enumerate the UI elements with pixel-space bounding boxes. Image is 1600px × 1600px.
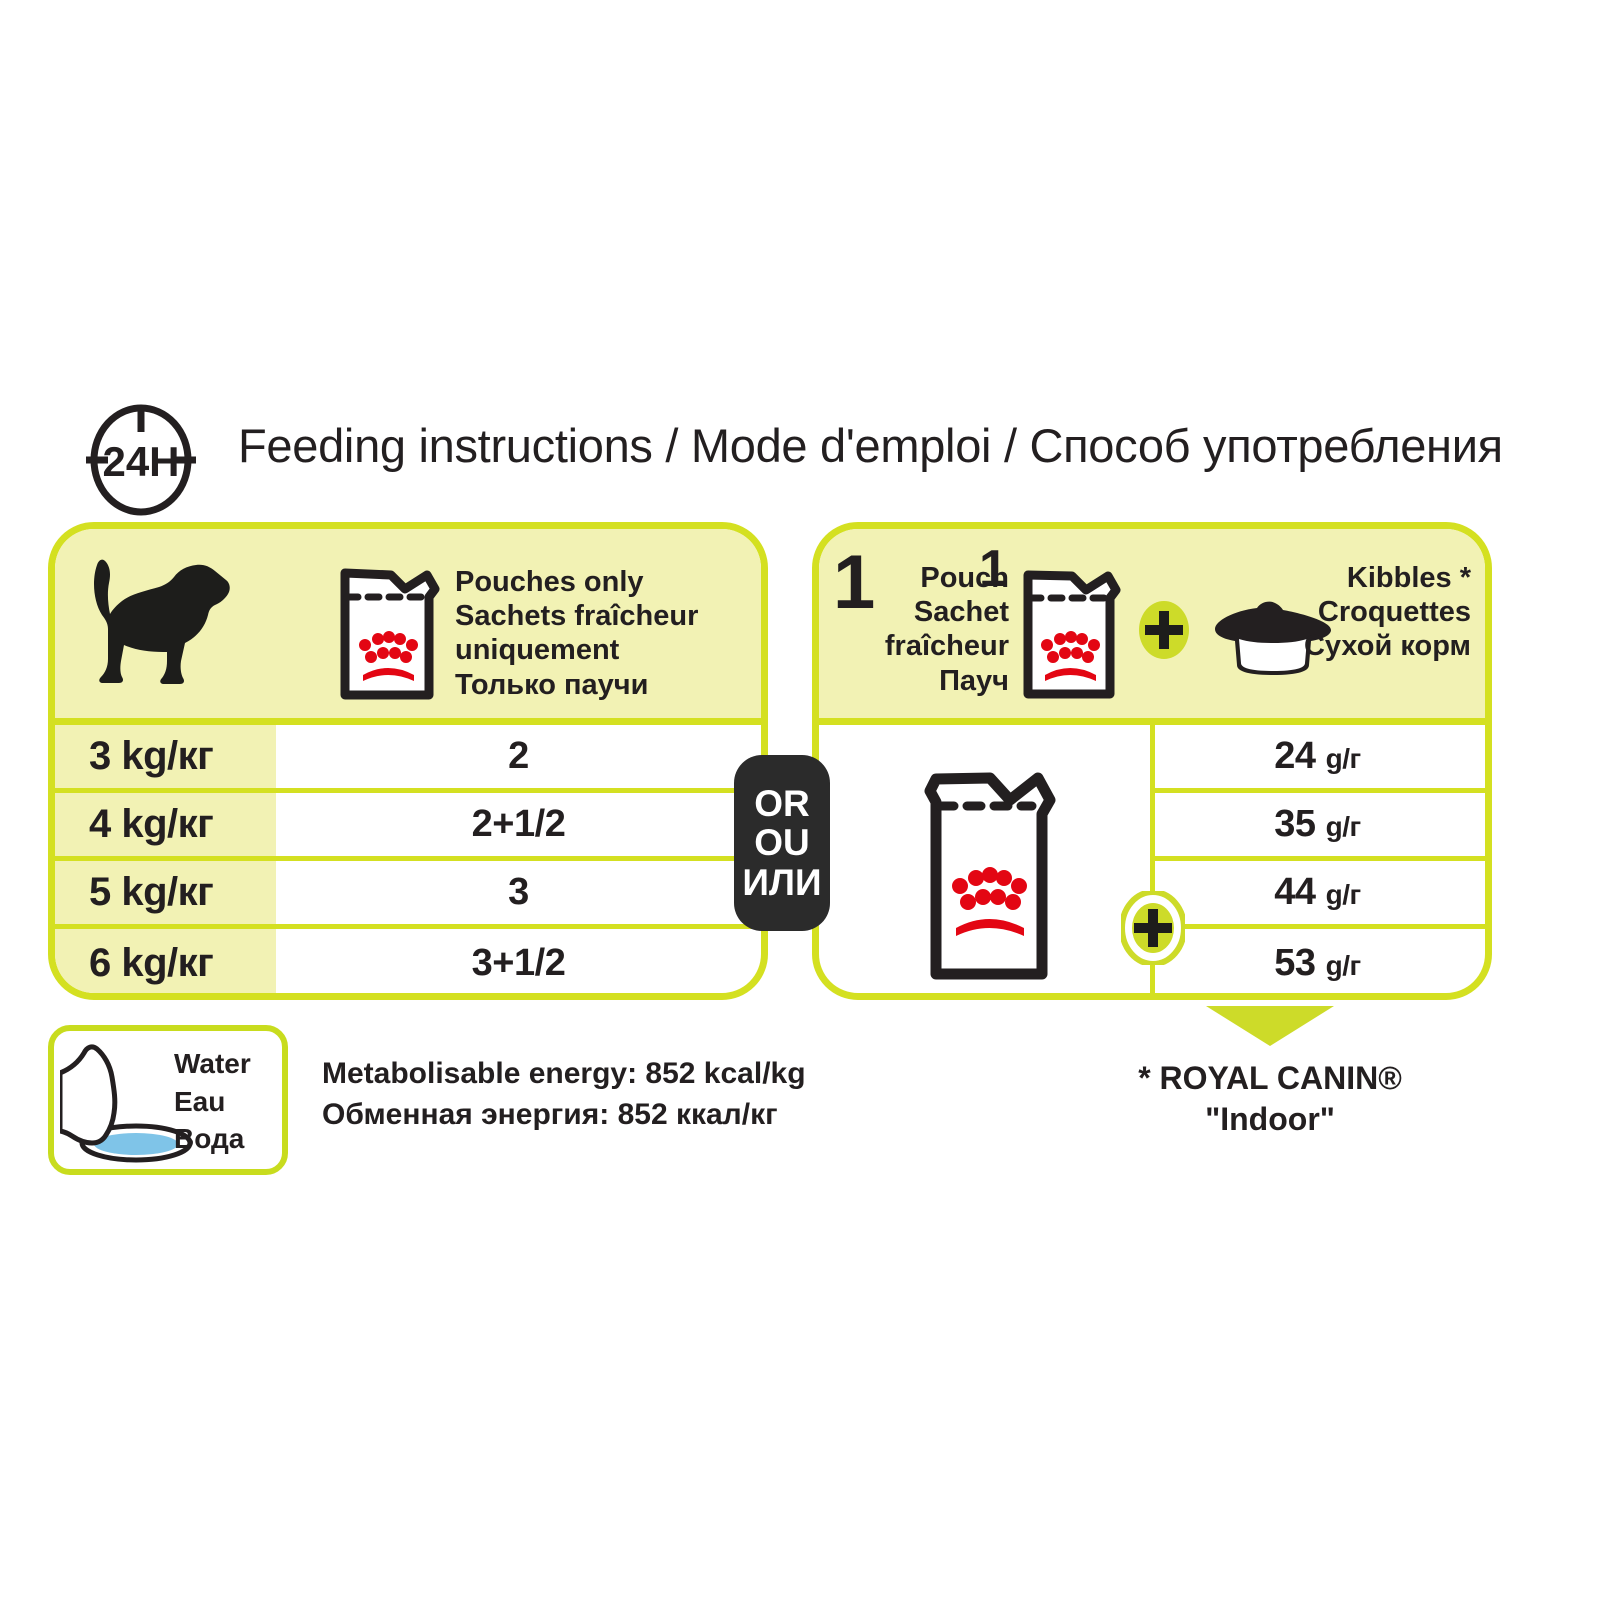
table-row: 44 g/г — [1150, 861, 1485, 929]
metabolisable-energy-text: Metabolisable energy: 852 kcal/kg Обменн… — [322, 1053, 806, 1136]
cat-drinking-water-icon — [57, 1039, 196, 1167]
kibble-bowl-icon — [1205, 599, 1341, 677]
weight-cell: 3 kg/кг — [55, 725, 276, 788]
pouch-count-number: 1 — [833, 540, 876, 625]
label-pouch-fr: Sachet fraîcheur — [884, 596, 1009, 663]
right-panel-header: 1 Pouch Sachet fraîcheur Пауч — [819, 529, 1485, 725]
pouch-amount-value: 2+1/2 — [471, 803, 566, 845]
pouch-amount-cell: 3+1/2 — [276, 929, 761, 993]
table-row: 24 g/г — [1150, 725, 1485, 793]
footnote-product: "Indoor" — [1205, 1100, 1335, 1137]
pouch-amount-cell: 2 — [276, 725, 761, 788]
table-row: 4 kg/кг 2+1/2 — [55, 793, 761, 861]
table-row: 3 kg/кг 2 — [55, 725, 761, 793]
pouch-labels: Pouch Sachet fraîcheur Пауч — [819, 561, 1009, 698]
svg-text:24H: 24H — [102, 438, 179, 485]
or-label-ru: ИЛИ — [742, 861, 822, 903]
footnote-brand: * ROYAL CANIN® — [1138, 1060, 1402, 1096]
label-pouch-en: Pouch — [920, 562, 1009, 594]
left-feeding-table: 3 kg/кг 2 4 kg/кг 2+1/2 5 kg/кг — [55, 725, 761, 993]
label-kibbles-en: Kibbles * — [1346, 562, 1471, 594]
plus-icon — [1119, 889, 1187, 967]
page-title: Feeding instructions / Mode d'emploi / С… — [238, 419, 1503, 472]
or-separator-badge: OR OU ИЛИ — [734, 755, 830, 931]
weight-value: 6 kg/кг — [89, 940, 214, 985]
label-water-fr: Eau — [174, 1085, 226, 1117]
label-water-ru: Вода — [174, 1123, 245, 1155]
large-pouch-icon — [827, 725, 1150, 993]
label-pouches-ru: Только паучи — [455, 668, 649, 701]
pouch-icon — [1015, 551, 1123, 703]
weight-value: 5 kg/кг — [89, 870, 214, 914]
weight-value: 4 kg/кг — [89, 802, 214, 846]
header: 24H Feeding instructions / Mode d'emploi… — [70, 398, 1503, 518]
label-pouch-ru: Пауч — [939, 664, 1009, 697]
weight-value: 3 kg/кг — [89, 734, 214, 778]
label-kibbles-ru: Сухой корм — [1303, 630, 1471, 663]
pouch-icon — [331, 549, 443, 705]
table-row: 35 g/г — [1150, 793, 1485, 861]
water-box: Water Eau Вода — [48, 1025, 288, 1175]
or-label-fr: OU — [754, 822, 810, 864]
left-panel-labels: Pouches only Sachets fraîcheur uniquemen… — [455, 565, 755, 702]
pouch-quantity-number: 1 — [979, 540, 1008, 598]
table-row: 5 kg/кг 3 — [55, 861, 761, 929]
table-row: 53 g/г — [1150, 929, 1485, 993]
kibbles-labels: Kibbles * Croquettes Сухой корм — [1241, 561, 1471, 664]
pouch-amount-cell: 3 — [276, 861, 761, 924]
label-water-en: Water — [174, 1048, 251, 1079]
plus-icon — [1137, 599, 1191, 661]
pouch-amount-value: 2 — [508, 735, 529, 777]
table-row: 6 kg/кг 3+1/2 — [55, 929, 761, 993]
cat-silhouette-icon — [75, 549, 265, 699]
weight-cell: 4 kg/кг — [55, 793, 276, 856]
weight-cell: 5 kg/кг — [55, 861, 276, 924]
label-pouches-en: Pouches only — [455, 566, 644, 598]
label-kibbles-fr: Croquettes — [1317, 596, 1471, 629]
pouch-amount-cell: 2+1/2 — [276, 793, 761, 856]
or-label-en: OR — [754, 783, 810, 825]
weight-cell: 6 kg/кг — [55, 929, 276, 993]
pouch-amount-value: 3 — [508, 871, 529, 913]
left-panel-header: Pouches only Sachets fraîcheur uniquemen… — [55, 529, 761, 725]
kibble-amount-value: 44 g/г — [1274, 871, 1361, 913]
kibbles-footnote: * ROYAL CANIN® "Indoor" — [1090, 1058, 1450, 1140]
water-labels: Water Eau Вода — [174, 1045, 270, 1158]
kibble-amount-value: 24 g/г — [1274, 735, 1361, 777]
kibble-amount-value: 53 g/г — [1274, 941, 1361, 984]
pouch-amount-value: 3+1/2 — [471, 941, 566, 984]
pouch-plus-kibbles-panel: 1 Pouch Sachet fraîcheur Пауч — [812, 522, 1492, 1000]
label-pouches-fr: Sachets fraîcheur uniquement — [455, 600, 699, 667]
clock-24h-icon: 24H — [78, 400, 204, 516]
kibble-amount-value: 35 g/г — [1274, 803, 1361, 845]
down-arrow-icon — [1206, 1006, 1334, 1046]
energy-line-ru: Обменная энергия: 852 ккал/кг — [322, 1098, 778, 1132]
kibble-amount-table: 24 g/г 35 g/г 44 g/г 53 g/г — [1150, 725, 1485, 993]
energy-line-en: Metabolisable energy: 852 kcal/kg — [322, 1057, 806, 1090]
pouches-only-panel: Pouches only Sachets fraîcheur uniquemen… — [48, 522, 768, 1000]
